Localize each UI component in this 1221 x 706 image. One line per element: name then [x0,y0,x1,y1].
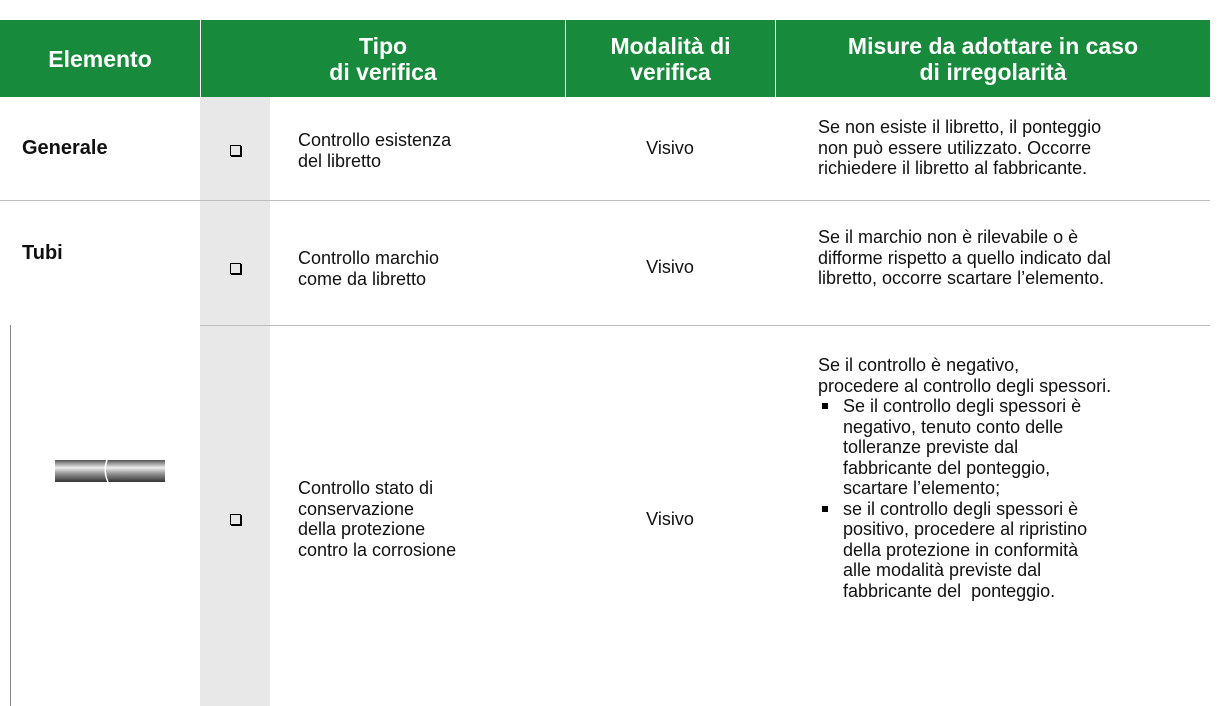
text-line: della protezione [298,519,426,539]
text-line: procedere al controllo degli spessori. [818,375,1112,396]
checkbox [230,145,241,156]
header-line: di verifica [329,58,437,85]
bullet [822,505,828,512]
header-line: Misure da adottare in caso [847,32,1139,59]
header-cell: Tipo di verifica [200,20,565,97]
measures-text: Se il controllo è negativo, procedere al … [818,355,1111,396]
left-border [10,325,11,706]
text-line: Se non esiste il libretto, il ponteggio [818,117,1102,137]
header-line: di irregolarità [919,58,1067,85]
text-line: Controllo marchio [298,248,440,268]
check-text: Controllo stato di conservazione della pro… [298,478,456,560]
text-line: contro la corrosione [298,539,457,560]
text-line: fabbricante del ponteggio. [843,580,1056,601]
measures-text: Se il marchio non è rilevabile o è diffor… [818,227,1111,289]
check-text: Controllo esistenza del libretto [298,130,451,171]
checkbox-column [200,97,270,706]
text-line: conservazione [298,498,415,519]
measures-text: Se non esiste il libretto, il ponteggio n… [818,117,1101,179]
text-line: scartare l’elemento; [843,478,1001,498]
text-line: alle modalità previste dal [843,560,1042,580]
measures-item: se il controllo degli spessori è positivo… [843,499,1087,602]
text-line: se il controllo degli spessori è [843,498,1079,519]
mode-text: Visivo [646,257,694,277]
check-text: Controllo marchio come da libretto [298,248,439,289]
text-line: della protezione in conformità [843,539,1079,560]
text-line: Se il controllo degli spessori è [843,396,1082,416]
text-line: tolleranze previste dal [843,437,1019,457]
text-line: non può essere utilizzato. Occorre [818,137,1092,158]
text-line: libretto, occorre scartare l’elemento. [818,268,1105,288]
text-line: fabbricante del ponteggio, [843,457,1051,478]
text-line: positivo, procedere al ripristino [843,519,1088,539]
mode-text: Visivo [646,138,694,158]
text-line: negativo, tenuto conto delle [843,416,1064,437]
text-line: Se il marchio non è rilevabile o è [818,227,1079,247]
header-cell: Modalità di verifica [565,20,775,97]
mode-text: Visivo [646,509,694,529]
header-line: Tipo [358,32,408,59]
header-line: Modalità di [610,32,731,59]
header-cell: Misure da adottare in caso di irregolarit… [775,20,1210,97]
pipe-icon [55,459,165,483]
text-line: Controllo esistenza [298,130,452,150]
checkbox [230,263,241,274]
text-line: come da libretto [298,268,427,289]
text-line: Se il controllo è negativo, [818,355,1020,375]
measures-item: Se il controllo degli spessori è negativo… [843,396,1081,499]
row-line [0,200,1210,201]
header-cell: Elemento [0,20,200,97]
text-line: richiedere il libretto al fabbricante. [818,158,1088,178]
text-line: Controllo stato di [298,478,434,498]
bullet [822,403,828,409]
header-line: Elemento [48,45,152,72]
element-label: Generale [22,137,108,159]
text-line: del libretto [298,150,382,171]
element-label: Tubi [22,242,63,264]
checkbox [230,514,241,525]
header-line: verifica [630,58,711,85]
text-line: difforme rispetto a quello indicato dal [818,247,1111,268]
row-line [200,325,1210,326]
